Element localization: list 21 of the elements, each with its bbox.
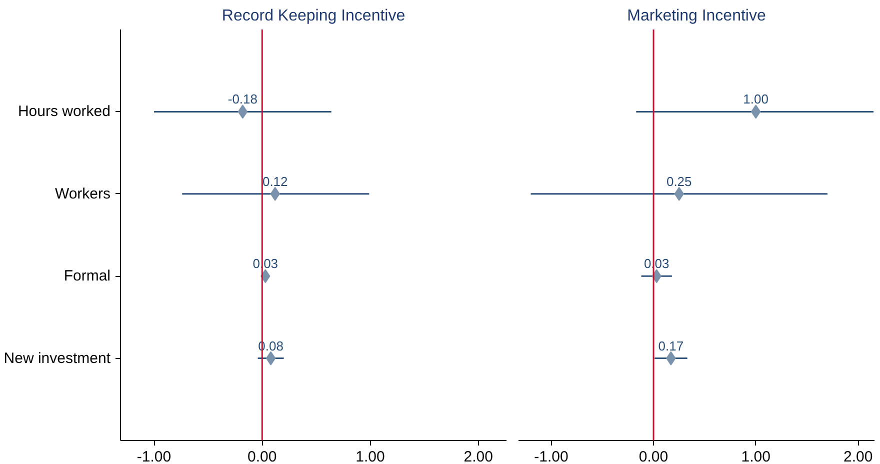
x-tick-label: -1.00 xyxy=(136,448,172,464)
y-tick-label: Hours worked xyxy=(18,103,111,120)
data-label: 0.12 xyxy=(262,174,288,189)
x-tick-label: 0.00 xyxy=(248,448,277,464)
y-tick-label: Workers xyxy=(54,185,110,202)
x-tick-label: 1.00 xyxy=(741,448,770,464)
x-tick-label: -1.00 xyxy=(534,448,568,464)
y-tick-label: Formal xyxy=(64,268,110,285)
x-tick-label: 1.00 xyxy=(356,448,385,464)
chart-title: Record Keeping Incentive xyxy=(222,8,406,24)
point xyxy=(238,104,248,119)
data-label: -0.18 xyxy=(228,92,258,107)
chart-title: Marketing Incentive xyxy=(627,8,766,24)
y-tick-label: New investment xyxy=(4,350,112,367)
data-label: 0.17 xyxy=(658,338,684,354)
point xyxy=(266,351,276,366)
data-label: 0.25 xyxy=(666,174,692,189)
data-label: 1.00 xyxy=(743,92,768,107)
x-tick-label: 2.00 xyxy=(464,448,493,464)
x-tick-label: 0.00 xyxy=(638,448,668,464)
x-tick-label: 2.00 xyxy=(844,448,873,464)
